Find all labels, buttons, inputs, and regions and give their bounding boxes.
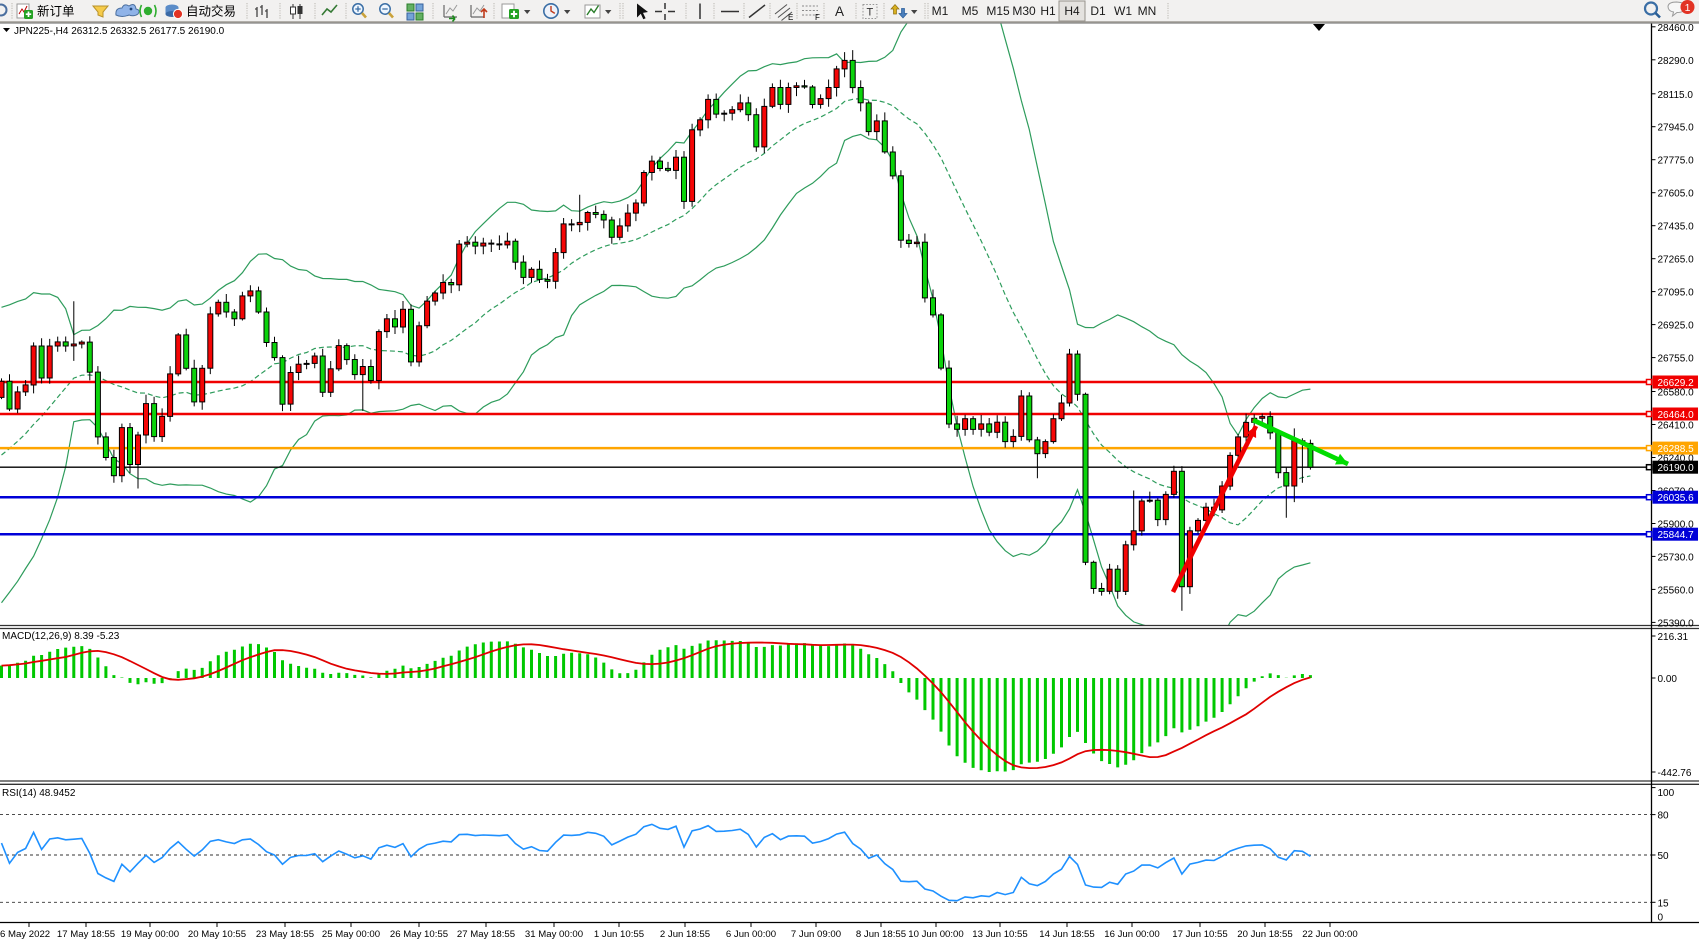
svg-text:D1: D1 (1090, 4, 1106, 18)
svg-text:E: E (788, 13, 793, 22)
svg-text:1 Jun 10:55: 1 Jun 10:55 (594, 929, 644, 940)
svg-text:F: F (815, 13, 820, 22)
svg-text:13 Jun 10:55: 13 Jun 10:55 (972, 929, 1027, 940)
svg-text:W1: W1 (1114, 4, 1132, 18)
svg-text:26629.2: 26629.2 (1658, 378, 1695, 389)
svg-text:23 May 18:55: 23 May 18:55 (256, 929, 314, 940)
svg-text:28115.0: 28115.0 (1658, 90, 1694, 101)
svg-text:T: T (867, 7, 874, 19)
svg-text:H4: H4 (1064, 4, 1080, 18)
svg-text:26925.0: 26925.0 (1658, 321, 1695, 332)
svg-text:1: 1 (1685, 2, 1691, 14)
svg-text:自动交易: 自动交易 (186, 4, 236, 19)
svg-text:MN: MN (1138, 4, 1157, 18)
svg-text:6 May 2022: 6 May 2022 (0, 929, 50, 940)
svg-text:-442.76: -442.76 (1658, 768, 1692, 779)
svg-text:RSI(14) 48.9452: RSI(14) 48.9452 (2, 788, 76, 799)
svg-text:26035.6: 26035.6 (1658, 493, 1695, 504)
svg-text:17 Jun 10:55: 17 Jun 10:55 (1172, 929, 1227, 940)
svg-text:27435.0: 27435.0 (1658, 222, 1695, 233)
svg-text:0.00: 0.00 (1658, 674, 1678, 685)
svg-text:8 Jun 18:55: 8 Jun 18:55 (856, 929, 906, 940)
svg-text:M1: M1 (932, 4, 949, 18)
svg-text:26288.5: 26288.5 (1658, 444, 1695, 455)
svg-text:M30: M30 (1012, 4, 1036, 18)
svg-text:100: 100 (1658, 788, 1675, 799)
svg-text:27945.0: 27945.0 (1658, 123, 1695, 134)
svg-text:22 Jun 00:00: 22 Jun 00:00 (1302, 929, 1357, 940)
svg-text:M5: M5 (962, 4, 979, 18)
svg-text:28460.0: 28460.0 (1658, 23, 1695, 34)
svg-text:50: 50 (1658, 851, 1670, 862)
svg-text:25730.0: 25730.0 (1658, 552, 1695, 563)
svg-text:新订单: 新订单 (37, 4, 75, 19)
svg-text:26 May 10:55: 26 May 10:55 (390, 929, 448, 940)
svg-text:10 Jun 00:00: 10 Jun 00:00 (908, 929, 963, 940)
svg-text:26410.0: 26410.0 (1658, 421, 1695, 432)
svg-text:26190.0: 26190.0 (1658, 463, 1695, 474)
svg-text:26755.0: 26755.0 (1658, 354, 1695, 365)
svg-text:80: 80 (1658, 811, 1670, 822)
svg-text:26464.0: 26464.0 (1658, 410, 1695, 421)
svg-text:6 Jun 00:00: 6 Jun 00:00 (726, 929, 776, 940)
svg-text:19 May 00:00: 19 May 00:00 (121, 929, 179, 940)
svg-text:25390.0: 25390.0 (1658, 618, 1695, 629)
svg-text:0: 0 (1658, 913, 1664, 924)
svg-text:27775.0: 27775.0 (1658, 156, 1695, 167)
svg-text:25 May 00:00: 25 May 00:00 (322, 929, 380, 940)
svg-text:H1: H1 (1040, 4, 1056, 18)
svg-text:MACD(12,26,9) 8.39 -5.23: MACD(12,26,9) 8.39 -5.23 (2, 631, 120, 642)
svg-text:31 May 00:00: 31 May 00:00 (525, 929, 583, 940)
svg-text:JPN225-,H4 26312.5 26332.5 26: JPN225-,H4 26312.5 26332.5 26177.5 26190… (14, 26, 225, 37)
svg-text:25844.7: 25844.7 (1658, 530, 1695, 541)
svg-text:7 Jun 09:00: 7 Jun 09:00 (791, 929, 841, 940)
svg-text:15: 15 (1658, 898, 1670, 909)
svg-text:216.31: 216.31 (1658, 632, 1689, 643)
svg-text:26580.0: 26580.0 (1658, 388, 1695, 399)
svg-text:27265.0: 27265.0 (1658, 255, 1695, 266)
svg-text:20 May 10:55: 20 May 10:55 (188, 929, 246, 940)
svg-text:M15: M15 (986, 4, 1010, 18)
svg-text:16 Jun 00:00: 16 Jun 00:00 (1104, 929, 1159, 940)
svg-text:27 May 18:55: 27 May 18:55 (457, 929, 515, 940)
svg-text:27095.0: 27095.0 (1658, 288, 1695, 299)
svg-text:25900.0: 25900.0 (1658, 520, 1695, 531)
svg-text:20 Jun 18:55: 20 Jun 18:55 (1237, 929, 1292, 940)
svg-text:27605.0: 27605.0 (1658, 189, 1695, 200)
svg-text:28290.0: 28290.0 (1658, 56, 1695, 67)
svg-text:25560.0: 25560.0 (1658, 585, 1695, 596)
svg-text:14 Jun 18:55: 14 Jun 18:55 (1039, 929, 1094, 940)
svg-text:26240.0: 26240.0 (1658, 454, 1695, 465)
svg-text:A: A (835, 4, 844, 19)
svg-text:17 May 18:55: 17 May 18:55 (57, 929, 115, 940)
svg-text:2 Jun 18:55: 2 Jun 18:55 (660, 929, 710, 940)
